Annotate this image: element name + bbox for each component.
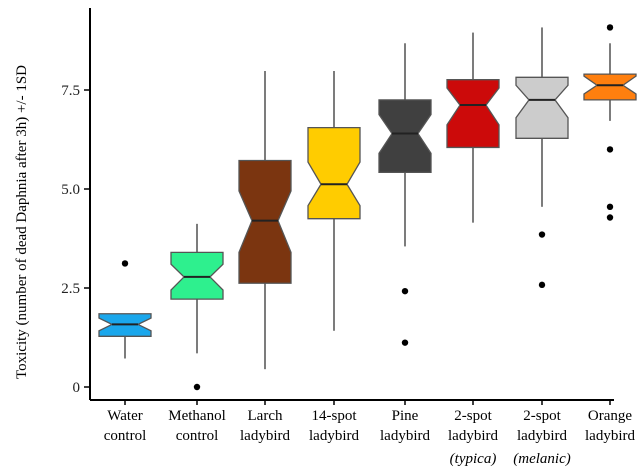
x-tick-label: control: [176, 428, 219, 444]
outlier-point: [538, 231, 546, 238]
y-tick-label: 0: [73, 380, 81, 396]
box-body: [583, 73, 637, 101]
y-tick-label: 7.5: [61, 83, 80, 99]
outlier-point: [538, 281, 546, 289]
y-axis-label: Toxicity (number of dead Daphnia after 3…: [14, 65, 30, 379]
box-7: [583, 24, 637, 221]
x-tick-label: Larch: [248, 408, 283, 424]
x-tick-labels: Water control Methanol control Larch ladybird…: [104, 400, 635, 467]
x-tick-label: Methanol: [168, 408, 226, 424]
box-body: [378, 99, 432, 174]
y-tick-label: 5.0: [61, 182, 80, 198]
box-1: [170, 223, 224, 391]
x-tick-label: Orange: [588, 408, 632, 424]
boxes-group: [98, 24, 637, 391]
x-tick-label: ladybird: [240, 428, 290, 444]
outlier-point: [606, 214, 614, 221]
box-body: [446, 79, 500, 149]
x-tick-label: ladybird: [585, 428, 635, 444]
x-tick-label: ladybird: [517, 428, 567, 444]
y-ticks: 0 2.5 5.0 7.5: [61, 83, 90, 396]
box-body: [515, 76, 569, 139]
box-body: [170, 251, 224, 300]
box-5: [446, 32, 500, 223]
x-tick-label: ladybird: [309, 428, 359, 444]
box-body: [307, 126, 361, 220]
x-tick-label: Water: [107, 408, 142, 424]
x-tick-label: Pine: [392, 408, 419, 424]
x-tick-label: 2-spot: [523, 408, 561, 424]
x-tick-label: 2-spot: [454, 408, 492, 424]
y-tick-label: 2.5: [61, 281, 80, 297]
x-tick-label: control: [104, 428, 147, 444]
box-0: [98, 260, 152, 359]
x-tick-sublabel: (typica): [450, 451, 497, 467]
outlier-point: [606, 203, 614, 211]
outlier-point: [606, 24, 614, 31]
outlier-point: [193, 383, 201, 391]
outlier-point: [606, 146, 614, 153]
x-tick-label: ladybird: [380, 428, 430, 444]
outlier-point: [121, 260, 129, 267]
x-tick-label: ladybird: [448, 428, 498, 444]
x-tick-label: 14-spot: [312, 408, 358, 424]
outlier-point: [401, 287, 409, 295]
box-3: [307, 70, 361, 331]
box-4: [378, 43, 432, 346]
outlier-point: [401, 339, 409, 346]
box-body: [238, 159, 292, 284]
box-2: [238, 70, 292, 370]
box-6: [515, 27, 569, 289]
x-tick-sublabel: (melanic): [513, 451, 570, 467]
